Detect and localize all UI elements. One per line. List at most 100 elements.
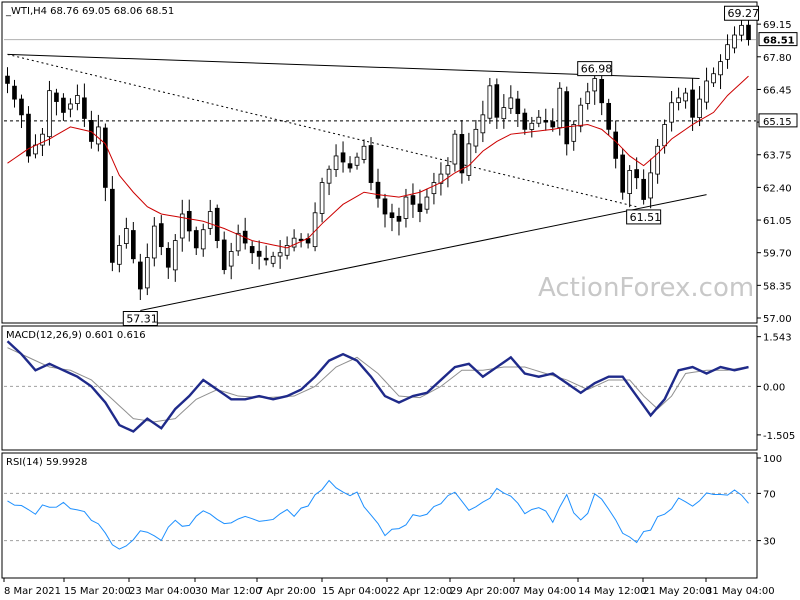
candle-body bbox=[697, 98, 702, 119]
candle-body bbox=[529, 122, 535, 130]
candle-body bbox=[89, 120, 94, 142]
candle bbox=[131, 221, 136, 264]
price-label-box bbox=[577, 61, 613, 77]
candle-body bbox=[249, 246, 255, 254]
candle-body bbox=[543, 120, 549, 123]
candle-body bbox=[75, 95, 80, 104]
moving-average-line bbox=[7, 75, 749, 249]
candle bbox=[550, 108, 556, 132]
watermark: ActionForex.com bbox=[538, 273, 754, 303]
candle bbox=[172, 234, 178, 282]
price-label-box bbox=[122, 311, 158, 327]
candle bbox=[137, 253, 143, 301]
candle-body bbox=[452, 133, 458, 165]
macd-y-tick-label: 1.543 bbox=[763, 333, 792, 344]
candle-body bbox=[396, 215, 402, 222]
candle bbox=[571, 120, 577, 151]
macd-y-tick-label: 0.00 bbox=[763, 382, 785, 393]
price-label-text: 57.31 bbox=[126, 313, 157, 326]
candle bbox=[68, 98, 73, 118]
candle-body bbox=[158, 223, 164, 248]
candle-body bbox=[417, 203, 423, 212]
candle bbox=[186, 199, 192, 242]
candle bbox=[725, 34, 730, 69]
candle-body bbox=[221, 239, 227, 271]
candle bbox=[228, 242, 234, 280]
candle-body bbox=[578, 104, 584, 127]
candle bbox=[347, 156, 353, 173]
candle bbox=[690, 78, 695, 131]
level-tag-text: 65.15 bbox=[763, 117, 792, 128]
price-y-tick-label: 59.70 bbox=[763, 249, 792, 260]
candle-body bbox=[683, 92, 688, 102]
candle-body bbox=[375, 181, 381, 199]
price-label-box bbox=[724, 5, 760, 21]
rsi-line bbox=[7, 479, 749, 550]
candle bbox=[718, 54, 723, 90]
candle-body bbox=[47, 90, 52, 138]
candle-body bbox=[382, 198, 388, 215]
candle bbox=[606, 98, 612, 136]
candle bbox=[277, 240, 283, 269]
candle bbox=[47, 80, 52, 146]
candle bbox=[655, 138, 660, 184]
candle bbox=[298, 233, 304, 248]
candle-body bbox=[256, 250, 262, 257]
candle-body bbox=[82, 97, 87, 119]
candle-body bbox=[179, 213, 185, 239]
price-y-tick-label: 58.35 bbox=[763, 281, 792, 292]
x-tick-label: 15 Mar 20:00 bbox=[64, 586, 131, 597]
candle bbox=[669, 91, 674, 132]
candle-body bbox=[131, 230, 136, 260]
candle bbox=[431, 172, 437, 205]
candle-body bbox=[501, 107, 507, 120]
candle-body bbox=[669, 102, 674, 123]
candle bbox=[61, 93, 66, 121]
candle bbox=[340, 141, 346, 173]
price-panel-title: _WTI,H4 68.76 69.05 68.06 68.51 bbox=[5, 6, 174, 17]
x-tick-label: 8 Mar 2021 bbox=[4, 586, 61, 597]
x-tick-label: 30 Mar 12:00 bbox=[195, 586, 262, 597]
candle-body bbox=[389, 212, 395, 219]
candle-body bbox=[655, 145, 660, 175]
candle bbox=[683, 87, 688, 109]
candle-body bbox=[26, 113, 31, 157]
macd-panel-title: MACD(12,26,9) 0.601 0.616 bbox=[6, 330, 146, 341]
candle bbox=[235, 224, 241, 256]
price-y-tick-label: 62.40 bbox=[763, 183, 792, 194]
candle bbox=[480, 100, 486, 143]
candle bbox=[585, 82, 591, 110]
candle-body bbox=[599, 79, 605, 104]
candle bbox=[333, 144, 339, 177]
candle-body bbox=[368, 145, 374, 183]
candle-body bbox=[193, 230, 199, 249]
candle-body bbox=[557, 87, 563, 129]
candle-body bbox=[298, 238, 304, 242]
candle bbox=[144, 243, 150, 296]
price-label-57-31: 57.31 bbox=[122, 311, 158, 327]
candle-body bbox=[536, 116, 542, 124]
candle bbox=[578, 97, 584, 133]
candle-body bbox=[508, 97, 514, 109]
candle-body bbox=[732, 34, 737, 49]
candle bbox=[389, 203, 395, 232]
x-tick-label: 22 Apr 12:00 bbox=[387, 586, 452, 597]
candle bbox=[319, 177, 325, 223]
candle bbox=[193, 226, 199, 256]
price-label-text: 69.27 bbox=[728, 7, 760, 20]
candle-body bbox=[326, 168, 332, 184]
macd-y-tick-label: -1.505 bbox=[763, 431, 795, 442]
candle-body bbox=[354, 156, 360, 166]
price-y-tick-label: 61.05 bbox=[763, 216, 792, 227]
candle-body bbox=[214, 207, 220, 242]
candle-body bbox=[207, 211, 213, 229]
x-tick-label: 15 Apr 04:00 bbox=[322, 586, 387, 597]
candle-body bbox=[564, 91, 570, 145]
candle bbox=[627, 165, 632, 208]
candle-body bbox=[54, 92, 59, 102]
candle bbox=[732, 26, 737, 54]
x-tick-label: 31 May 04:00 bbox=[706, 586, 775, 597]
candle bbox=[165, 242, 171, 279]
candle-body bbox=[704, 80, 709, 103]
trendline-1 bbox=[140, 194, 707, 311]
